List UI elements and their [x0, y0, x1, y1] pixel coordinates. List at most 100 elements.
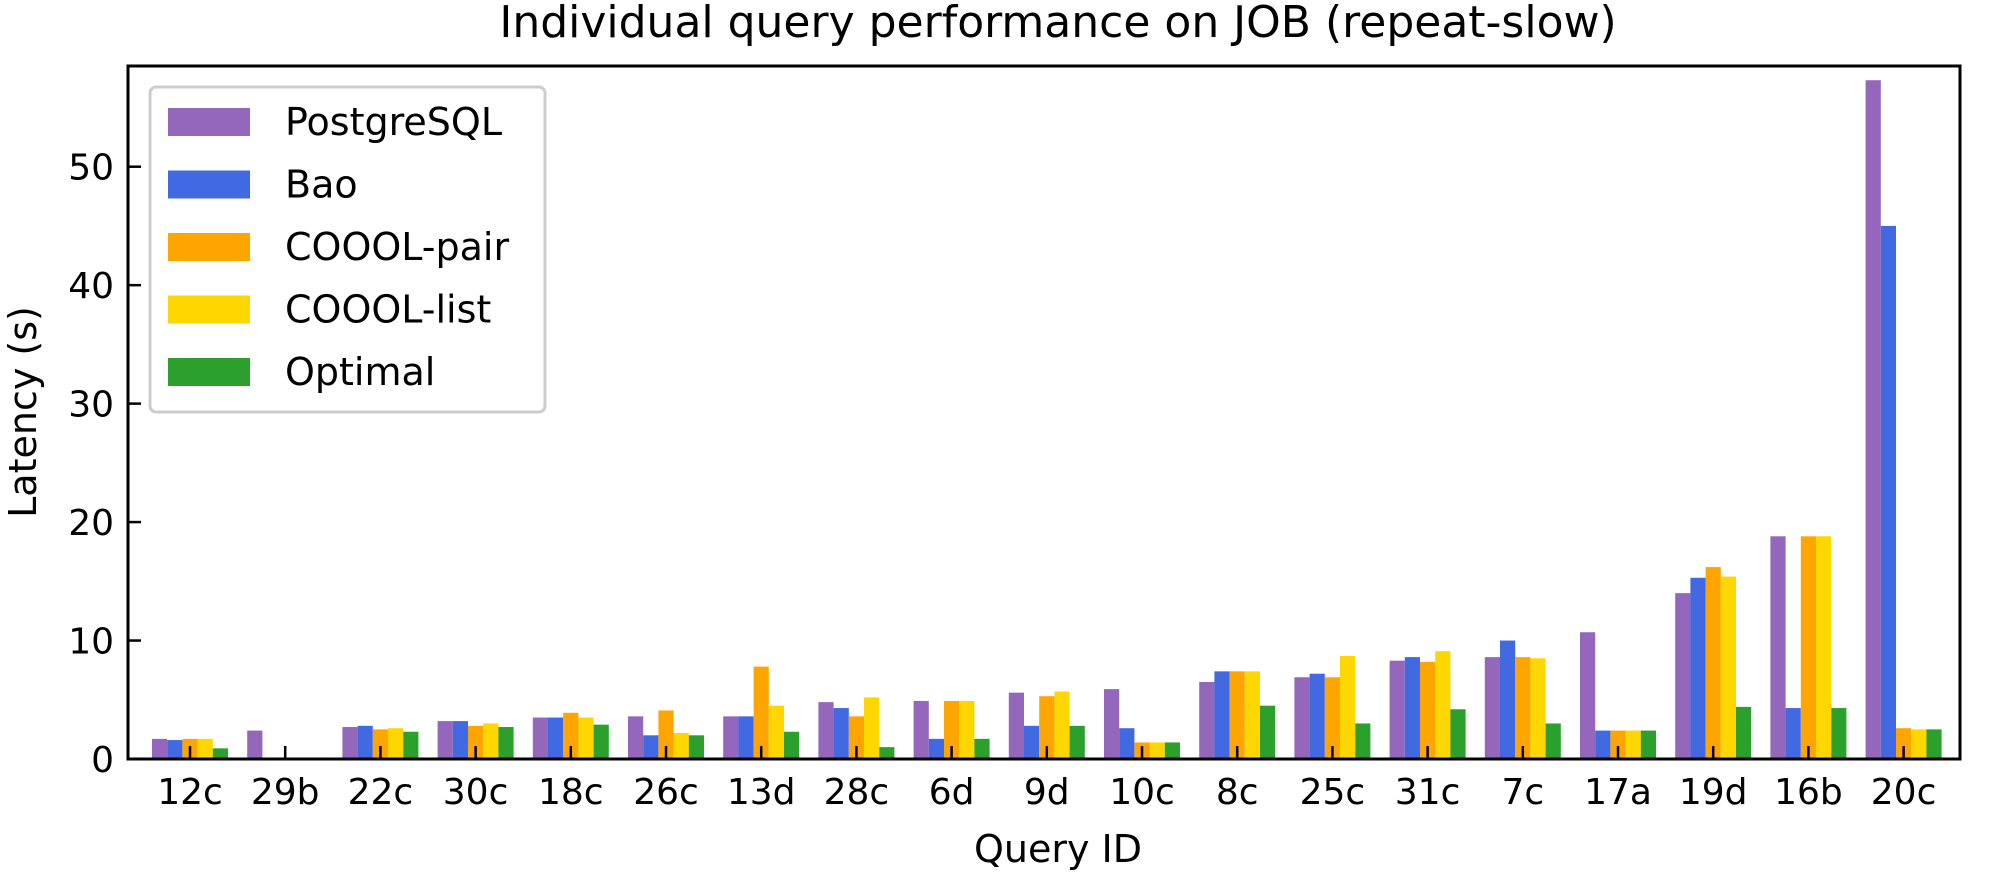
bar-postgresql-18c	[532, 717, 548, 759]
bar-coool-pair-7c	[1515, 657, 1531, 759]
x-tick-label: 8c	[1216, 772, 1259, 813]
bar-postgresql-9d	[1008, 692, 1024, 759]
legend-label: PostgreSQL	[285, 100, 502, 144]
bar-bao-31c	[1404, 657, 1420, 759]
bar-optimal-6d	[974, 738, 990, 759]
x-tick-label: 25c	[1300, 772, 1366, 813]
x-tick-label: 7c	[1501, 772, 1544, 813]
bar-coool-pair-8c	[1229, 671, 1245, 759]
bar-postgresql-30c	[437, 721, 453, 759]
bar-bao-25c	[1309, 673, 1325, 759]
legend-label: Bao	[285, 163, 358, 207]
bar-bao-17a	[1595, 730, 1611, 759]
bar-coool-pair-16b	[1800, 536, 1816, 759]
x-tick-label: 31c	[1395, 772, 1461, 813]
y-tick-label: 40	[68, 266, 114, 307]
y-axis-ticks: 0 10 20 30 40 50	[68, 148, 141, 781]
bar-coool-pair-18c	[563, 712, 579, 759]
y-tick-label: 0	[91, 740, 114, 781]
x-axis-ticks: 12c 29b 22c 30c 18c 26c 13d 28c 6d 9d 10c 8c 25c 31c 7…	[157, 746, 1936, 813]
bar-bao-28c	[833, 708, 849, 759]
plot-frame	[126, 64, 1962, 761]
bar-optimal-25c	[1355, 723, 1371, 759]
bar-optimal-10c	[1164, 742, 1180, 759]
x-tick-label: 26c	[633, 772, 699, 813]
bar-bao-18c	[548, 717, 564, 759]
bar-optimal-31c	[1450, 709, 1466, 759]
bar-postgresql-7c	[1484, 657, 1500, 759]
x-tick-label: 29b	[251, 772, 320, 813]
x-tick-label: 20c	[1871, 772, 1937, 813]
x-tick-label: 17a	[1584, 772, 1652, 813]
bar-coool-list-18c	[578, 717, 594, 759]
bar-coool-pair-20c	[1896, 728, 1912, 759]
bar-postgresql-26c	[628, 716, 644, 759]
bar-bao-16b	[1785, 708, 1801, 759]
x-tick-label: 30c	[443, 772, 509, 813]
bar-coool-list-8c	[1244, 671, 1260, 759]
x-tick-label: 28c	[824, 772, 890, 813]
bar-coool-list-10c	[1149, 742, 1165, 759]
bar-bao-12c	[167, 740, 183, 759]
bar-coool-pair-30c	[468, 725, 484, 759]
bar-coool-list-16b	[1816, 536, 1832, 759]
bar-coool-list-28c	[864, 697, 880, 759]
x-tick-label: 18c	[538, 772, 604, 813]
bar-postgresql-16b	[1770, 536, 1786, 759]
x-tick-label: 9d	[1024, 772, 1070, 813]
bar-coool-list-31c	[1435, 651, 1451, 759]
y-tick-label: 30	[68, 385, 114, 426]
x-tick-label: 22c	[348, 772, 414, 813]
legend-label: COOOL-list	[285, 288, 491, 332]
x-tick-label: 10c	[1109, 772, 1175, 813]
bar-coool-pair-22c	[372, 729, 388, 759]
legend-swatch	[168, 295, 250, 324]
bar-bao-7c	[1500, 640, 1516, 759]
bar-optimal-26c	[688, 735, 704, 759]
bar-postgresql-31c	[1389, 660, 1405, 759]
bar-postgresql-12c	[152, 738, 168, 759]
bar-optimal-17a	[1640, 730, 1656, 759]
bar-postgresql-8c	[1199, 682, 1215, 759]
bar-postgresql-17a	[1580, 632, 1596, 759]
bar-optimal-13d	[784, 731, 800, 759]
bar-optimal-12c	[212, 748, 228, 759]
bar-optimal-30c	[498, 727, 514, 759]
bar-coool-pair-26c	[658, 710, 674, 759]
legend-swatch	[168, 358, 250, 386]
bar-coool-list-17a	[1625, 730, 1641, 759]
bar-optimal-19d	[1736, 706, 1752, 759]
bar-optimal-7c	[1545, 723, 1561, 759]
bar-postgresql-20c	[1865, 80, 1881, 760]
bar-optimal-16b	[1831, 708, 1847, 759]
bar-coool-list-26c	[673, 732, 689, 759]
bar-coool-pair-9d	[1039, 696, 1055, 759]
bar-optimal-8c	[1260, 705, 1276, 759]
bar-coool-pair-31c	[1420, 661, 1436, 759]
x-tick-label: 19d	[1679, 772, 1748, 813]
bar-coool-list-22c	[388, 728, 404, 759]
x-tick-label: 16b	[1774, 772, 1843, 813]
bar-coool-pair-17a	[1610, 730, 1626, 759]
bar-bao-22c	[357, 725, 373, 759]
bar-postgresql-6d	[913, 700, 929, 759]
bar-optimal-18c	[593, 724, 609, 759]
bar-coool-pair-28c	[848, 716, 864, 759]
bar-optimal-22c	[403, 731, 419, 759]
legend-label: COOOL-pair	[285, 225, 509, 269]
y-axis-label: Latency (s)	[1, 306, 45, 518]
bar-optimal-20c	[1926, 729, 1942, 759]
y-tick-label: 20	[68, 503, 114, 544]
bar-postgresql-28c	[818, 702, 834, 759]
legend-swatch	[168, 108, 250, 136]
bar-bao-30c	[452, 721, 468, 759]
y-tick-label: 10	[68, 622, 114, 663]
bar-postgresql-29b	[247, 730, 263, 759]
legend-swatch	[168, 170, 250, 199]
bar-coool-pair-13d	[753, 666, 769, 759]
bar-bao-20c	[1880, 225, 1896, 760]
bar-coool-list-30c	[483, 723, 499, 759]
bar-coool-list-19d	[1720, 576, 1736, 759]
legend: PostgreSQL Bao COOOL-pair COOOL-list Optimal	[148, 85, 547, 414]
